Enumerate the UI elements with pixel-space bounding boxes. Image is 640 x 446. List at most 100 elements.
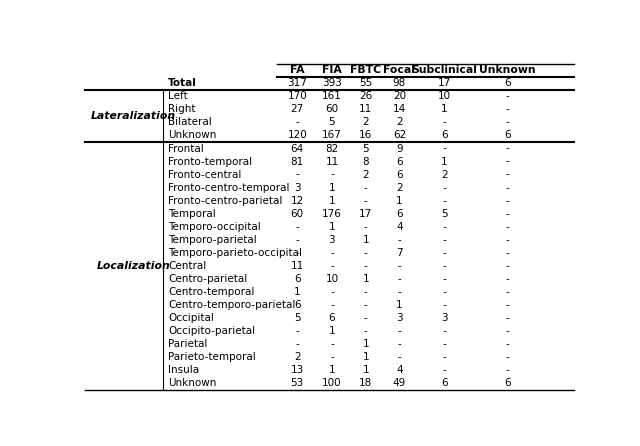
- Text: -: -: [330, 261, 334, 271]
- Text: -: -: [330, 339, 334, 349]
- Text: 3: 3: [329, 235, 335, 245]
- Text: 11: 11: [291, 261, 304, 271]
- Text: Lateralization: Lateralization: [91, 111, 176, 121]
- Text: 27: 27: [291, 104, 304, 115]
- Text: 18: 18: [359, 378, 372, 388]
- Text: 8: 8: [362, 157, 369, 166]
- Text: 1: 1: [441, 157, 448, 166]
- Text: 6: 6: [504, 131, 511, 140]
- Text: Total: Total: [168, 78, 197, 88]
- Text: -: -: [443, 117, 447, 128]
- Text: -: -: [364, 300, 367, 310]
- Text: -: -: [296, 326, 299, 336]
- Text: Centro-parietal: Centro-parietal: [168, 274, 248, 284]
- Text: Temporo-parietal: Temporo-parietal: [168, 235, 257, 245]
- Text: FIA: FIA: [322, 65, 342, 75]
- Text: 1: 1: [329, 365, 335, 375]
- Text: 161: 161: [322, 91, 342, 101]
- Text: Left: Left: [168, 91, 188, 101]
- Text: -: -: [506, 365, 509, 375]
- Text: 5: 5: [441, 209, 448, 219]
- Text: -: -: [364, 222, 367, 232]
- Text: -: -: [506, 209, 509, 219]
- Text: 10: 10: [325, 274, 339, 284]
- Text: -: -: [364, 261, 367, 271]
- Text: 393: 393: [322, 78, 342, 88]
- Text: -: -: [364, 182, 367, 193]
- Text: 1: 1: [362, 274, 369, 284]
- Text: -: -: [296, 248, 299, 258]
- Text: -: -: [443, 287, 447, 297]
- Text: -: -: [443, 144, 447, 153]
- Text: 1: 1: [396, 300, 403, 310]
- Text: 120: 120: [287, 131, 307, 140]
- Text: 1: 1: [294, 287, 301, 297]
- Text: Parietal: Parietal: [168, 339, 207, 349]
- Text: Centro-temporo-parietal: Centro-temporo-parietal: [168, 300, 296, 310]
- Text: -: -: [397, 352, 401, 362]
- Text: 7: 7: [396, 248, 403, 258]
- Text: 170: 170: [287, 91, 307, 101]
- Text: Bilateral: Bilateral: [168, 117, 212, 128]
- Text: Subclinical: Subclinical: [412, 65, 477, 75]
- Text: -: -: [443, 326, 447, 336]
- Text: Centro-temporal: Centro-temporal: [168, 287, 255, 297]
- Text: -: -: [364, 248, 367, 258]
- Text: 317: 317: [287, 78, 307, 88]
- Text: -: -: [364, 326, 367, 336]
- Text: 6: 6: [396, 157, 403, 166]
- Text: 12: 12: [291, 196, 304, 206]
- Text: -: -: [443, 365, 447, 375]
- Text: 62: 62: [393, 131, 406, 140]
- Text: -: -: [506, 300, 509, 310]
- Text: 49: 49: [393, 378, 406, 388]
- Text: 20: 20: [393, 91, 406, 101]
- Text: 16: 16: [359, 131, 372, 140]
- Text: -: -: [506, 196, 509, 206]
- Text: Parieto-temporal: Parieto-temporal: [168, 352, 256, 362]
- Text: 4: 4: [396, 365, 403, 375]
- Text: Frontal: Frontal: [168, 144, 204, 153]
- Text: 2: 2: [441, 169, 448, 180]
- Text: -: -: [364, 196, 367, 206]
- Text: 53: 53: [291, 378, 304, 388]
- Text: 5: 5: [294, 313, 301, 323]
- Text: Central: Central: [168, 261, 207, 271]
- Text: 82: 82: [325, 144, 339, 153]
- Text: 1: 1: [362, 339, 369, 349]
- Text: -: -: [506, 287, 509, 297]
- Text: 60: 60: [291, 209, 304, 219]
- Text: Occipito-parietal: Occipito-parietal: [168, 326, 255, 336]
- Text: -: -: [330, 287, 334, 297]
- Text: 6: 6: [396, 209, 403, 219]
- Text: 10: 10: [438, 91, 451, 101]
- Text: -: -: [506, 117, 509, 128]
- Text: 6: 6: [504, 378, 511, 388]
- Text: Occipital: Occipital: [168, 313, 214, 323]
- Text: -: -: [443, 235, 447, 245]
- Text: -: -: [506, 157, 509, 166]
- Text: 1: 1: [329, 196, 335, 206]
- Text: 81: 81: [291, 157, 304, 166]
- Text: -: -: [506, 144, 509, 153]
- Text: -: -: [330, 352, 334, 362]
- Text: 64: 64: [291, 144, 304, 153]
- Text: -: -: [506, 352, 509, 362]
- Text: Unknown: Unknown: [479, 65, 536, 75]
- Text: Unknown: Unknown: [168, 378, 217, 388]
- Text: 6: 6: [329, 313, 335, 323]
- Text: -: -: [506, 326, 509, 336]
- Text: Focal: Focal: [383, 65, 415, 75]
- Text: -: -: [330, 248, 334, 258]
- Text: 6: 6: [294, 274, 301, 284]
- Text: FBTC: FBTC: [350, 65, 381, 75]
- Text: 55: 55: [359, 78, 372, 88]
- Text: 6: 6: [441, 131, 448, 140]
- Text: 1: 1: [362, 365, 369, 375]
- Text: -: -: [397, 261, 401, 271]
- Text: Fronto-central: Fronto-central: [168, 169, 242, 180]
- Text: -: -: [506, 169, 509, 180]
- Text: 100: 100: [322, 378, 342, 388]
- Text: -: -: [506, 91, 509, 101]
- Text: -: -: [443, 196, 447, 206]
